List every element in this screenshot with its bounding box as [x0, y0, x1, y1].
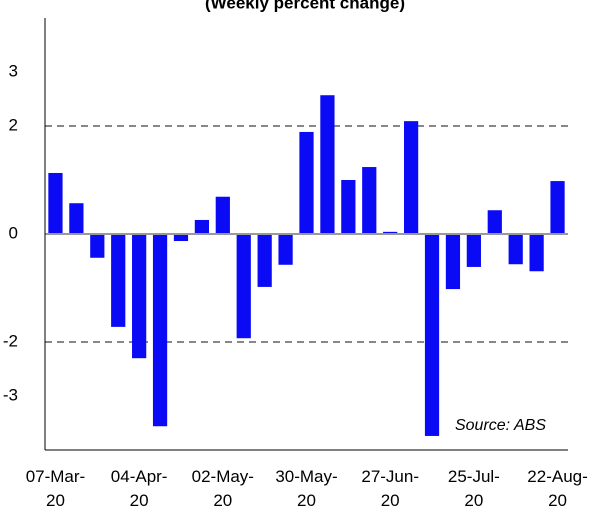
x-tick-label: 07-Mar- 20: [26, 467, 86, 510]
bar: [215, 196, 230, 234]
x-tick-label: 04-Apr- 20: [111, 467, 168, 510]
x-tick-label-line: 30-May-: [275, 467, 337, 486]
bar: [48, 172, 63, 234]
x-tick-label-line: 20: [297, 491, 316, 510]
bar: [424, 234, 440, 436]
x-tick-label: 02-May- 20: [192, 467, 254, 510]
bar: [236, 234, 251, 339]
bar: [320, 95, 335, 234]
bar: [403, 121, 419, 234]
x-tick-label-line: 20: [464, 491, 483, 510]
x-tick-label: 30-May- 20: [275, 467, 337, 510]
y-tick-label: -3: [3, 385, 18, 404]
bar: [508, 234, 523, 265]
bar: [90, 234, 105, 258]
x-tick-label-line: 20: [548, 491, 567, 510]
bar: [550, 181, 565, 234]
bar: [529, 234, 544, 272]
y-tick-label: 0: [9, 223, 18, 242]
x-tick-label-line: 20: [130, 491, 149, 510]
x-tick-label-line: 22-Aug-: [527, 467, 587, 486]
x-tick-label-line: 25-Jul-: [448, 467, 500, 486]
bar: [132, 234, 147, 359]
bar: [111, 234, 126, 327]
bar: [257, 234, 272, 287]
y-tick-label: -2: [3, 331, 18, 350]
bar: [299, 131, 314, 234]
bar: [69, 203, 84, 234]
x-tick-label-line: 27-Jun-: [361, 467, 419, 486]
bar: [152, 234, 168, 427]
y-tick-label: 2: [9, 115, 18, 134]
y-tick-label: 3: [9, 61, 18, 80]
x-tick-label-line: 20: [213, 491, 232, 510]
bar: [466, 234, 481, 267]
bar: [383, 231, 398, 234]
bar: [341, 180, 356, 234]
bar: [487, 210, 502, 234]
x-tick-label: 25-Jul- 20: [448, 467, 500, 510]
x-tick-label-line: 20: [46, 491, 65, 510]
chart-title: (Weekly percent change): [205, 0, 405, 12]
bar: [362, 167, 377, 234]
bar: [173, 234, 189, 242]
bar: [278, 234, 293, 265]
bar: [194, 219, 210, 234]
bar: [445, 234, 461, 290]
x-tick-label-line: 04-Apr-: [111, 467, 168, 486]
x-tick-label-line: 02-May-: [192, 467, 254, 486]
annotation: Source: ABS: [455, 417, 546, 434]
x-tick-label: 27-Jun- 20: [361, 467, 419, 510]
x-tick-label-line: 07-Mar-: [26, 467, 86, 486]
x-tick-label-line: 20: [381, 491, 400, 510]
x-tick-label: 22-Aug- 20: [527, 467, 587, 510]
